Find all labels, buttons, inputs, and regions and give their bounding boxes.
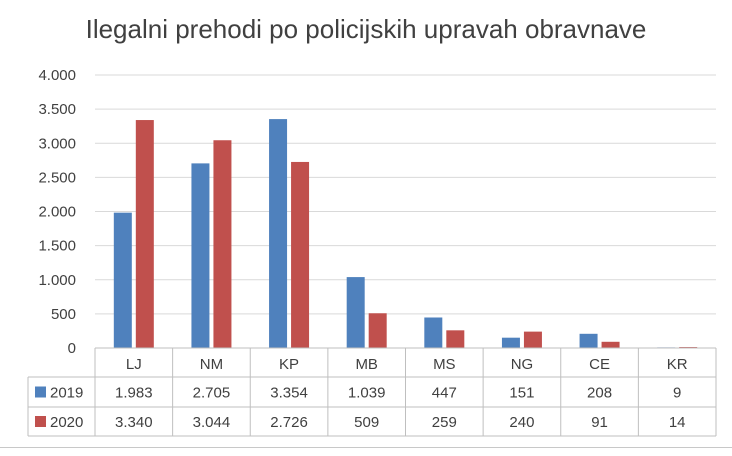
- legend-label: 2019: [50, 385, 83, 402]
- bar-2020: [368, 313, 387, 348]
- x-tick-label: KR: [667, 356, 688, 373]
- data-label: 1.983: [115, 385, 153, 402]
- data-label: 208: [587, 385, 612, 402]
- data-label: 259: [432, 414, 457, 431]
- x-tick-label: KP: [279, 356, 299, 373]
- y-tick-label: 3.000: [38, 135, 76, 152]
- bar-2020: [291, 161, 310, 348]
- legend-key-2020: [35, 416, 46, 427]
- bar-2020: [601, 341, 620, 348]
- x-tick-label: NM: [200, 356, 223, 373]
- y-tick-label: 2.000: [38, 204, 76, 221]
- bar-2019: [346, 277, 365, 348]
- bar-2020: [213, 140, 232, 348]
- bottom-divider: [0, 447, 732, 448]
- bar-2019: [579, 333, 598, 348]
- x-tick-label: LJ: [126, 356, 142, 373]
- legend-label: 2020: [50, 414, 83, 431]
- data-label: 509: [354, 414, 379, 431]
- y-tick-label: 4.000: [38, 67, 76, 84]
- y-tick-label: 500: [51, 306, 76, 323]
- bar-2019: [191, 163, 210, 348]
- chart-title: Ilegalni prehodi po policijskih upravah …: [85, 14, 647, 44]
- x-tick-label: CE: [589, 356, 610, 373]
- data-label: 3.340: [115, 414, 153, 431]
- y-tick-label: 1.500: [38, 238, 76, 255]
- data-label: 91: [591, 414, 608, 431]
- y-tick-label: 2.500: [38, 169, 76, 186]
- y-tick-label: 1.000: [38, 272, 76, 289]
- data-label: 2.726: [270, 414, 308, 431]
- bar-2019: [113, 212, 132, 348]
- bar-2020: [523, 331, 542, 348]
- bar-2020: [446, 330, 465, 348]
- x-tick-label: MS: [433, 356, 456, 373]
- x-tick-label: MB: [355, 356, 378, 373]
- bar-2019: [501, 337, 520, 348]
- data-label: 9: [673, 385, 681, 402]
- y-tick-label: 0: [68, 340, 76, 357]
- y-tick-label: 3.500: [38, 101, 76, 118]
- data-label: 151: [509, 385, 534, 402]
- legend-key-2019: [35, 386, 46, 398]
- data-label: 3.354: [270, 385, 308, 402]
- bar-2019: [269, 119, 288, 348]
- data-label: 14: [669, 414, 686, 431]
- x-tick-label: NG: [511, 356, 534, 373]
- bar-2020: [135, 120, 154, 348]
- data-label: 447: [432, 385, 457, 402]
- data-label: 1.039: [348, 385, 386, 402]
- bar-2019: [424, 317, 443, 348]
- data-label: 2.705: [193, 385, 231, 402]
- data-label: 3.044: [193, 414, 231, 431]
- data-label: 240: [509, 414, 534, 431]
